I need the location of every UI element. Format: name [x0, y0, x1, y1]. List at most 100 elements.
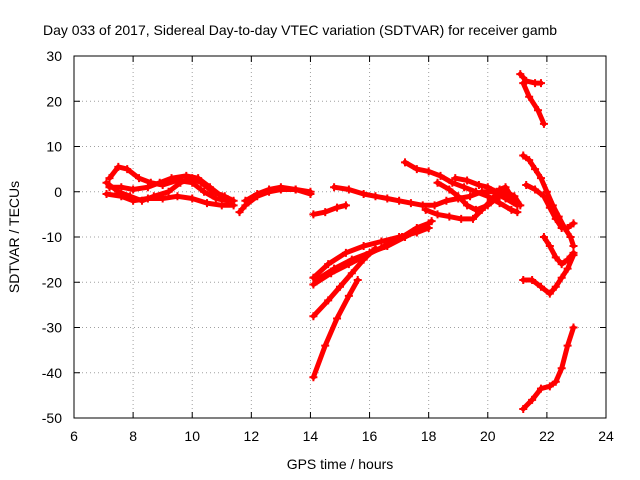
data-point-marker: [451, 174, 460, 183]
data-point-marker: [463, 201, 472, 210]
data-point-marker: [135, 174, 144, 183]
data-point-marker: [395, 196, 404, 205]
data-point-marker: [359, 255, 368, 264]
data-point-marker: [433, 178, 442, 187]
data-series: [401, 158, 522, 217]
y-tick-label: -10: [42, 229, 62, 245]
data-point-marker: [528, 395, 537, 404]
data-point-marker: [545, 242, 554, 251]
data-point-marker: [330, 183, 339, 192]
data-point-marker: [167, 174, 176, 183]
data-point-marker: [469, 214, 477, 223]
data-point-marker: [569, 323, 578, 332]
data-point-marker: [401, 233, 410, 241]
data-point-marker: [123, 165, 132, 174]
data-series: [516, 70, 545, 88]
data-point-marker: [566, 233, 575, 241]
y-axis-label: SDTVAR / TECUs: [6, 181, 22, 293]
data-point-marker: [194, 174, 203, 183]
data-point-marker: [143, 183, 152, 192]
data-point-marker: [525, 92, 534, 101]
data-point-marker: [217, 192, 226, 201]
data-point-marker: [164, 187, 173, 196]
data-point-marker: [105, 183, 114, 192]
data-point-marker: [309, 312, 318, 321]
data-point-marker: [158, 194, 167, 203]
y-tick-label: 30: [46, 48, 62, 64]
data-point-marker: [427, 217, 436, 226]
data-point-marker: [424, 167, 433, 176]
data-series: [312, 217, 436, 284]
data-point-marker: [436, 171, 445, 180]
data-point-marker: [531, 165, 540, 174]
y-tick-label: 10: [46, 139, 62, 155]
data-series: [241, 183, 315, 205]
y-axis-tick-labels: -50 -40 -30 -20 -10 0 10 20 30: [42, 48, 62, 426]
data-point-marker: [460, 183, 469, 192]
data-point-marker: [217, 201, 226, 210]
data-point-marker: [483, 192, 492, 201]
data-point-marker: [501, 192, 510, 201]
x-tick-label: 6: [70, 428, 78, 444]
data-series: [330, 183, 522, 210]
data-point-marker: [442, 196, 451, 205]
data-series: [421, 183, 516, 223]
data-point-marker: [377, 237, 386, 246]
data-point-marker: [466, 192, 475, 201]
data-point-marker: [324, 296, 333, 305]
data-point-marker: [253, 190, 262, 199]
data-point-marker: [557, 260, 566, 269]
data-point-marker: [418, 223, 427, 232]
data-point-marker: [539, 192, 548, 201]
data-point-marker: [421, 205, 430, 214]
data-point-marker: [330, 264, 339, 273]
data-point-marker: [551, 282, 560, 291]
data-point-marker: [371, 192, 380, 201]
grid: [74, 56, 606, 418]
data-point-marker: [309, 210, 318, 219]
data-point-marker: [551, 377, 560, 386]
data-series: [451, 174, 519, 205]
data-point-marker: [516, 70, 525, 79]
data-point-marker: [531, 185, 540, 194]
data-point-marker: [463, 176, 472, 185]
data-point-marker: [347, 269, 356, 278]
series-path: [520, 325, 576, 412]
x-tick-label: 14: [303, 428, 319, 444]
data-point-marker: [486, 196, 495, 205]
data-point-marker: [454, 192, 463, 201]
data-series: [519, 79, 548, 128]
data-point-marker: [536, 174, 545, 183]
data-point-marker: [371, 244, 380, 253]
data-series: [309, 275, 362, 382]
data-point-marker: [306, 190, 315, 199]
data-point-marker: [226, 196, 235, 205]
data-point-marker: [155, 178, 164, 187]
data-point-marker: [545, 203, 554, 212]
data-point-marker: [507, 205, 516, 214]
data-point-marker: [430, 201, 439, 210]
data-point-marker: [359, 190, 368, 199]
data-point-marker: [569, 242, 578, 251]
series-path: [423, 184, 514, 222]
data-point-marker: [539, 119, 548, 128]
data-point-marker: [129, 185, 138, 194]
y-tick-label: -30: [42, 320, 62, 336]
data-point-marker: [200, 187, 209, 196]
data-point-marker: [176, 178, 185, 187]
data-point-marker: [569, 219, 578, 228]
data-point-marker: [309, 280, 318, 289]
data-point-marker: [542, 187, 551, 196]
data-series: [105, 171, 235, 205]
data-series: [309, 201, 350, 219]
data-point-marker: [359, 242, 368, 251]
data-series: [105, 162, 232, 205]
data-point-marker: [563, 223, 572, 232]
data-point-marker: [510, 196, 519, 205]
x-tick-label: 8: [129, 428, 137, 444]
data-point-marker: [321, 208, 330, 217]
data-point-marker: [383, 242, 392, 251]
data-point-marker: [557, 364, 566, 373]
x-tick-label: 20: [480, 428, 496, 444]
data-point-marker: [117, 183, 126, 192]
